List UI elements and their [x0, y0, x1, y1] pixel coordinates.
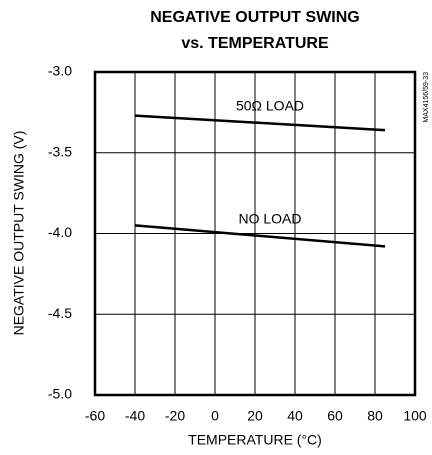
y-tick-label: -3.5: [48, 143, 72, 159]
series-label: 50Ω LOAD: [236, 98, 304, 114]
plot-frame: [93, 70, 417, 397]
series-label: NO LOAD: [238, 211, 301, 227]
figure-code: MAX4156/59-33: [423, 72, 430, 123]
x-tick-label: -40: [125, 408, 145, 424]
y-axis-label: NEGATIVE OUTPUT SWING (V): [11, 131, 27, 336]
x-tick-label: -60: [85, 408, 105, 424]
y-tick-label: -3.0: [48, 63, 72, 79]
x-tick-label: 60: [327, 408, 343, 424]
x-tick-label: 100: [403, 408, 427, 424]
chart-subtitle: vs. TEMPERATURE: [181, 35, 329, 52]
x-tick-label: 20: [247, 408, 263, 424]
chart-title: NEGATIVE OUTPUT SWING: [150, 9, 359, 26]
series-line: [134, 114, 386, 132]
x-tick-label: 80: [367, 408, 383, 424]
y-tick-label: -5.0: [48, 386, 72, 402]
y-tick-label: -4.5: [48, 305, 72, 321]
series-line: [134, 224, 386, 248]
x-tick-label: -20: [165, 408, 185, 424]
x-tick-label: 40: [287, 408, 303, 424]
x-axis-label: TEMPERATURE (°C): [188, 432, 322, 448]
y-tick-label: -4.0: [48, 224, 72, 240]
x-tick-label: 0: [211, 408, 219, 424]
